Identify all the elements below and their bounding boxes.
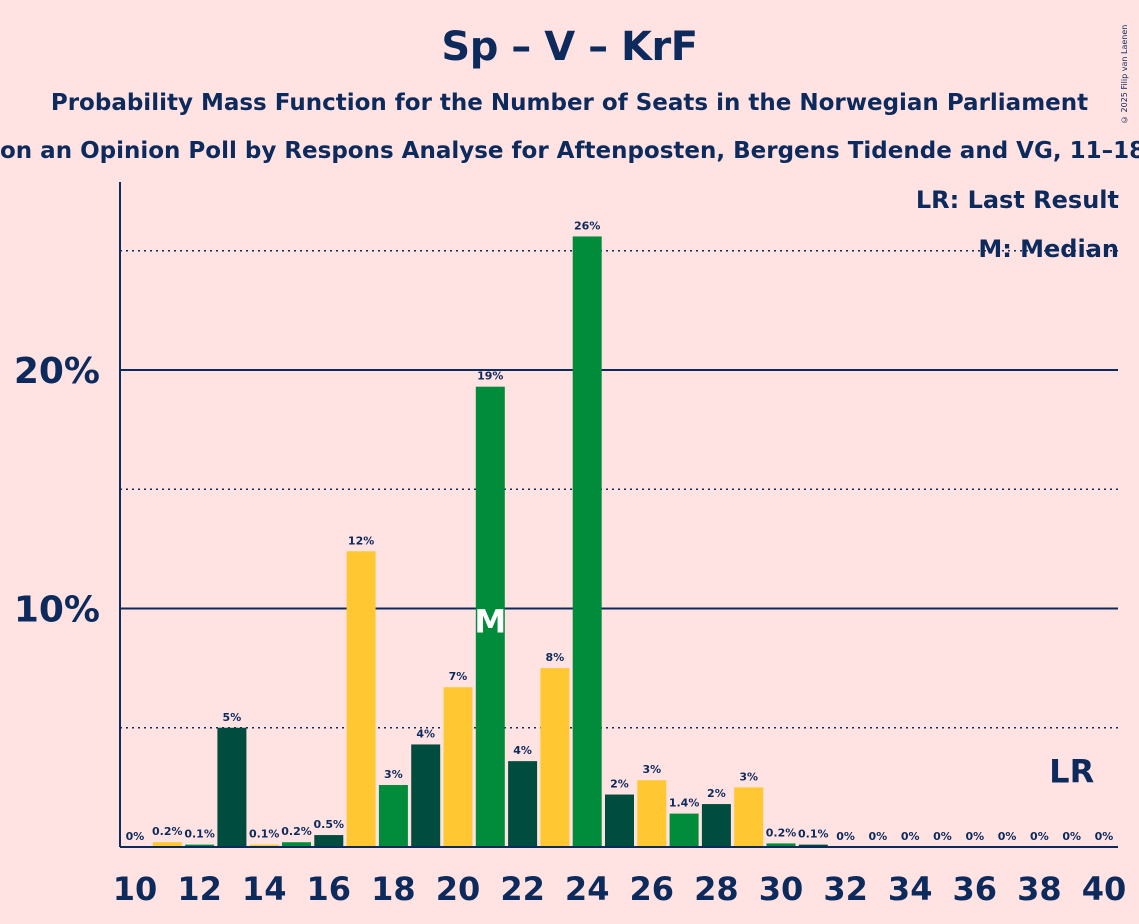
bar-value-label: 0% (901, 830, 920, 843)
bar-value-label: 3% (384, 768, 403, 781)
x-tick-label: 22 (500, 870, 545, 908)
bar-value-label: 2% (707, 787, 726, 800)
bar-value-label: 0% (1062, 830, 1081, 843)
bar-seats-16 (314, 835, 344, 847)
chart-title: Sp – V – KrF (441, 24, 698, 70)
bar-value-label: 0% (126, 830, 145, 843)
x-tick-label: 30 (759, 870, 804, 908)
bar-seats-26 (637, 780, 667, 847)
bar-value-label: 0.1% (184, 828, 215, 841)
x-tick-label: 12 (177, 870, 222, 908)
y-tick-label: 20% (14, 351, 100, 392)
bar-seats-31 (798, 844, 828, 847)
bar-seats-30 (766, 843, 796, 847)
bar-value-label: 4% (416, 727, 435, 740)
bar-value-label: 5% (223, 711, 242, 724)
bar-seats-18 (378, 784, 408, 847)
bar-value-label: 0% (998, 830, 1017, 843)
x-tick-label: 14 (242, 870, 287, 908)
bar-value-label: 8% (546, 651, 565, 664)
bar-seats-15 (282, 842, 311, 847)
x-tick-label: 32 (823, 870, 868, 908)
bar-value-label: 1.4% (669, 797, 700, 810)
bar-seats-28 (701, 804, 731, 847)
bar-value-label: 4% (513, 744, 532, 757)
bar-seats-20 (443, 687, 473, 847)
bar-seats-25 (605, 794, 634, 847)
last-result-marker: LR (1049, 753, 1094, 791)
legend-last-result: LR: Last Result (915, 186, 1119, 214)
bar-seats-13 (217, 727, 247, 847)
median-marker: M (474, 602, 506, 640)
bar-seats-11 (152, 842, 182, 847)
bar-value-label: 0% (1030, 830, 1049, 843)
x-tick-label: 34 (888, 870, 933, 908)
bar-value-label: 0% (1095, 830, 1114, 843)
bar-value-label: 19% (477, 370, 503, 383)
bar-seats-23 (540, 668, 570, 847)
bar-value-label: 0% (869, 830, 888, 843)
bar-value-label: 0.2% (766, 826, 797, 839)
bar-value-label: 26% (574, 219, 600, 232)
bar-seats-17 (346, 551, 376, 847)
x-tick-label: 26 (630, 870, 675, 908)
bar-value-label: 0.2% (152, 825, 183, 838)
x-tick-label: 40 (1082, 870, 1127, 908)
bar-value-label: 2% (610, 778, 629, 791)
bar-seats-21 (475, 386, 505, 847)
x-tick-label: 18 (371, 870, 416, 908)
bar-value-label: 0% (965, 830, 984, 843)
bar-value-label: 0.1% (798, 828, 829, 841)
bar-value-label: 0% (933, 830, 952, 843)
bar-value-label: 3% (642, 763, 661, 776)
x-tick-label: 10 (113, 870, 158, 908)
bar-value-label: 0% (836, 830, 855, 843)
y-tick-label: 10% (14, 590, 100, 631)
bar-value-label: 0.2% (281, 825, 312, 838)
x-tick-label: 28 (694, 870, 739, 908)
x-tick-label: 20 (436, 870, 481, 908)
legend-median: M: Median (978, 235, 1119, 263)
bar-value-label: 12% (348, 534, 374, 547)
bar-seats-29 (734, 787, 764, 847)
x-tick-label: 24 (565, 870, 610, 908)
x-tick-label: 36 (953, 870, 998, 908)
x-tick-label: 16 (307, 870, 352, 908)
bar-value-label: 0.5% (314, 818, 345, 831)
bar-seats-22 (508, 761, 538, 847)
bar-value-label: 7% (449, 670, 468, 683)
bar-seats-14 (249, 844, 279, 847)
bar-seats-19 (411, 744, 441, 847)
bar-seats-24 (572, 236, 602, 847)
bar-value-label: 0.1% (249, 828, 280, 841)
chart-subtitle: Probability Mass Function for the Number… (50, 90, 1089, 116)
chart-subtitle-source: on an Opinion Poll by Respons Analyse fo… (0, 138, 1139, 164)
bar-value-label: 3% (739, 770, 758, 783)
bar-seats-27 (669, 813, 699, 847)
bar-seats-12 (185, 844, 215, 847)
x-tick-label: 38 (1017, 870, 1062, 908)
